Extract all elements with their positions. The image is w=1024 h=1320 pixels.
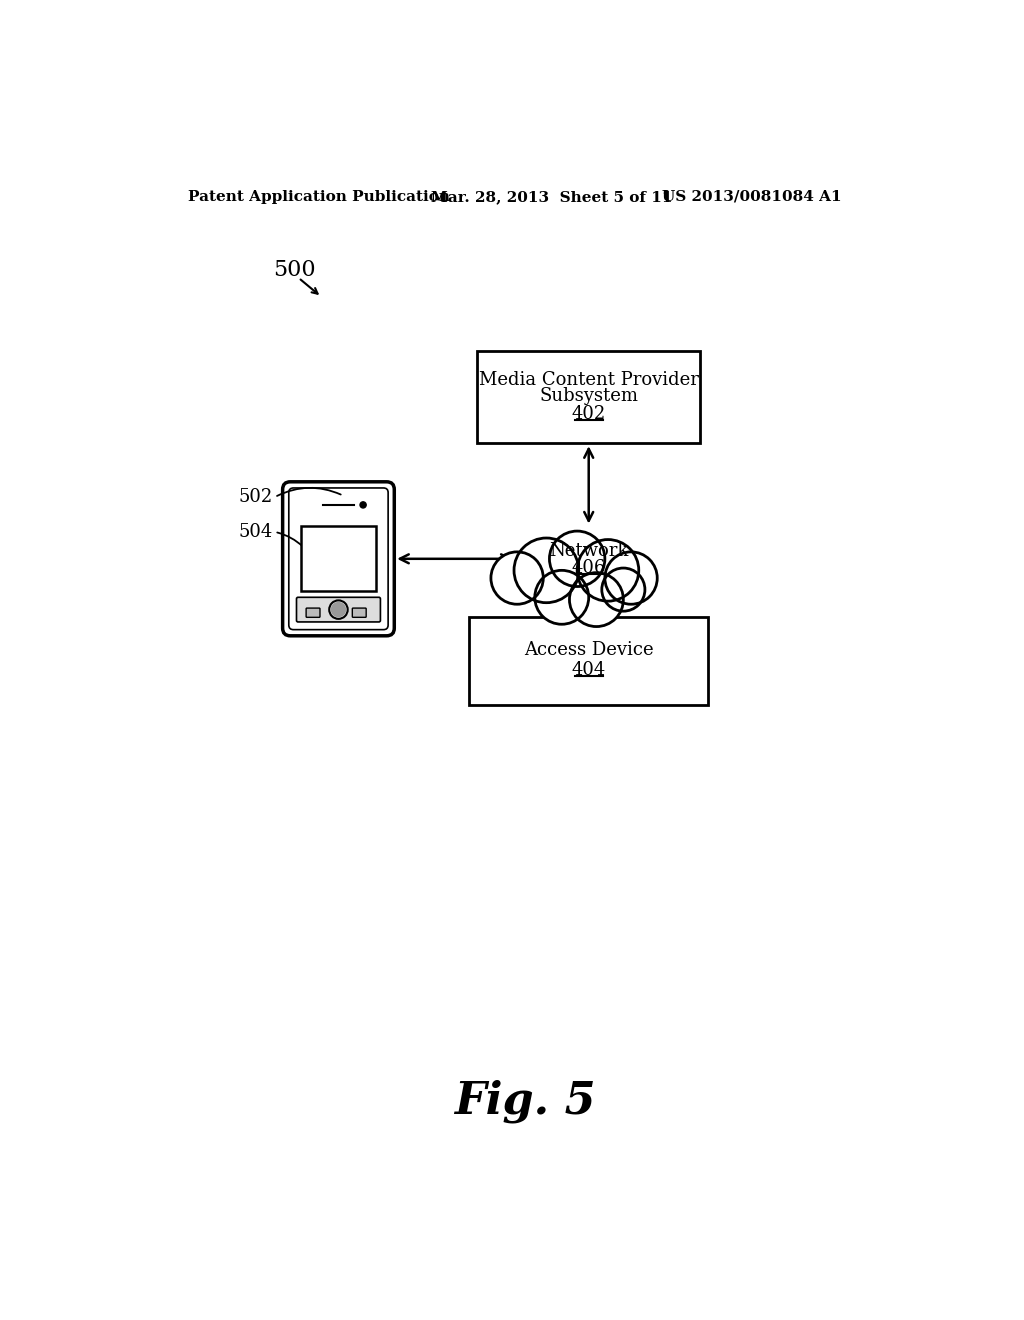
- Circle shape: [578, 540, 639, 601]
- FancyBboxPatch shape: [289, 488, 388, 630]
- Text: 504: 504: [239, 523, 273, 541]
- FancyBboxPatch shape: [297, 598, 381, 622]
- Circle shape: [550, 531, 605, 586]
- Circle shape: [514, 539, 579, 603]
- FancyBboxPatch shape: [283, 482, 394, 636]
- Text: Patent Application Publication: Patent Application Publication: [188, 190, 451, 203]
- Text: 500: 500: [273, 259, 315, 281]
- Circle shape: [535, 570, 589, 624]
- Text: Media Content Provider: Media Content Provider: [479, 371, 698, 389]
- FancyBboxPatch shape: [469, 616, 708, 705]
- Text: US 2013/0081084 A1: US 2013/0081084 A1: [662, 190, 842, 203]
- Text: Subsystem: Subsystem: [540, 387, 638, 404]
- Circle shape: [569, 573, 624, 627]
- FancyBboxPatch shape: [301, 525, 376, 591]
- Circle shape: [602, 568, 645, 611]
- Text: 402: 402: [571, 405, 606, 422]
- Circle shape: [360, 502, 367, 508]
- FancyBboxPatch shape: [306, 609, 319, 618]
- Text: 502: 502: [239, 488, 273, 506]
- Circle shape: [331, 602, 346, 618]
- Text: Network: Network: [549, 543, 629, 560]
- FancyBboxPatch shape: [477, 351, 700, 444]
- Text: Mar. 28, 2013  Sheet 5 of 11: Mar. 28, 2013 Sheet 5 of 11: [431, 190, 673, 203]
- Text: 404: 404: [571, 661, 606, 678]
- Text: Fig. 5: Fig. 5: [454, 1080, 596, 1123]
- Circle shape: [490, 552, 544, 605]
- Text: Access Device: Access Device: [524, 642, 653, 659]
- Text: 406: 406: [571, 560, 606, 577]
- Circle shape: [605, 552, 657, 605]
- FancyBboxPatch shape: [352, 609, 367, 618]
